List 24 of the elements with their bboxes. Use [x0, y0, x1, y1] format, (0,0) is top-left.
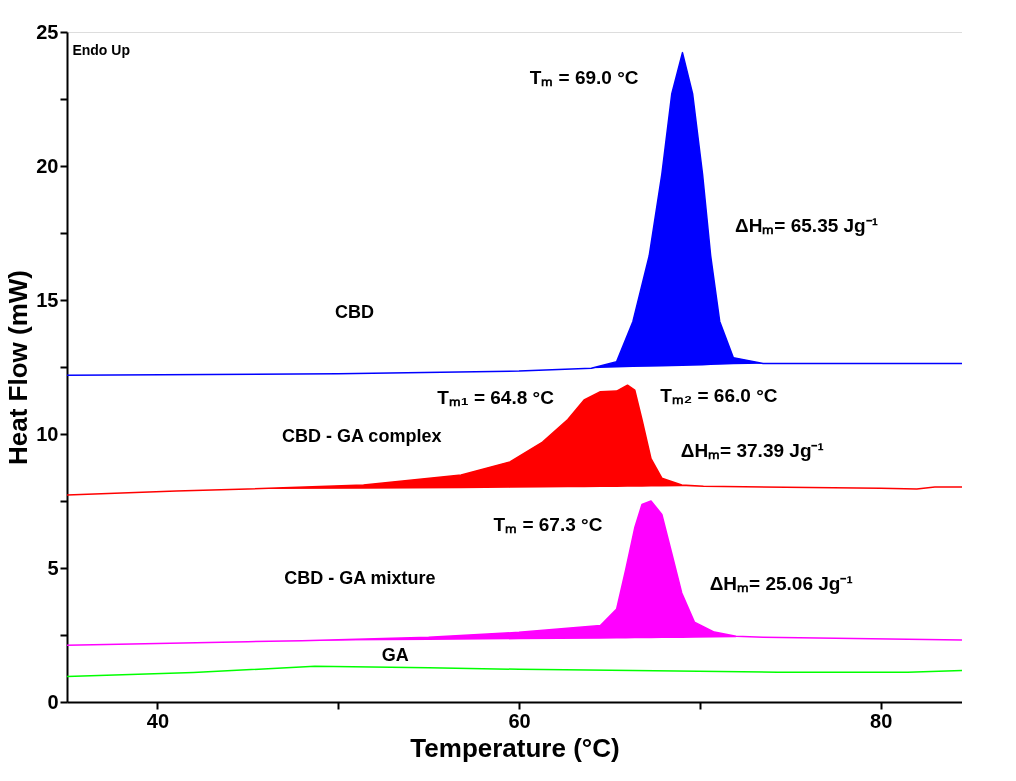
annotation: Tₘ = 67.3 °C	[493, 514, 603, 536]
series-label: CBD - GA complex	[282, 425, 442, 446]
x-tick-label: 40	[146, 709, 170, 732]
x-tick-label: 80	[870, 709, 893, 732]
y-axis-title: Heat Flow (mW)	[3, 270, 34, 465]
y-tick-label: 25	[36, 20, 59, 43]
annotation: ΔHₘ= 65.35 Jg⁻¹	[734, 215, 879, 237]
annotation: Tₘ₁ = 64.8 °C	[437, 386, 555, 408]
line-series	[67, 665, 962, 678]
annotation: Tₘ₂ = 66.0 °C	[660, 385, 778, 407]
annotation: ΔHₘ= 37.39 Jg⁻¹	[680, 439, 824, 461]
y-tick-label: 10	[36, 422, 59, 445]
y-tick-label: 5	[47, 556, 59, 579]
text: CBD - GA mixture	[284, 567, 436, 588]
y-tick-label: 0	[47, 690, 59, 713]
series-label: GA	[381, 645, 409, 666]
annotation: ΔHₘ= 25.06 Jg⁻¹	[709, 573, 853, 595]
annotation: Endo Up	[72, 41, 130, 58]
y-tick-label: 20	[36, 154, 59, 177]
text: CBD	[334, 302, 374, 323]
x-axis-title: Temperature (°C)	[410, 732, 620, 763]
annotation: Tₘ = 69.0 °C	[529, 66, 639, 88]
y-tick-label: 15	[36, 288, 59, 311]
x-tick-label: 60	[508, 709, 531, 732]
